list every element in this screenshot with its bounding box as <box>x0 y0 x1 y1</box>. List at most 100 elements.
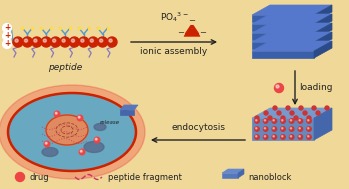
Circle shape <box>94 137 100 143</box>
Circle shape <box>107 37 117 47</box>
Circle shape <box>281 135 285 139</box>
Circle shape <box>79 149 85 155</box>
Circle shape <box>272 127 276 131</box>
Polygon shape <box>314 108 332 140</box>
Polygon shape <box>222 169 244 173</box>
Circle shape <box>51 37 61 47</box>
Circle shape <box>272 135 276 139</box>
Circle shape <box>24 39 28 42</box>
Polygon shape <box>314 14 332 31</box>
Circle shape <box>282 120 283 121</box>
Text: PO$_4$$^{3-}$: PO$_4$$^{3-}$ <box>159 10 188 24</box>
Polygon shape <box>252 42 314 49</box>
Circle shape <box>273 120 274 121</box>
Circle shape <box>41 37 51 47</box>
Circle shape <box>255 116 259 120</box>
Circle shape <box>325 106 329 110</box>
Ellipse shape <box>94 123 106 130</box>
Circle shape <box>15 173 24 181</box>
Polygon shape <box>252 33 314 40</box>
Circle shape <box>263 119 268 123</box>
Circle shape <box>45 142 47 144</box>
Circle shape <box>98 37 107 47</box>
Circle shape <box>69 37 80 47</box>
Circle shape <box>286 106 290 110</box>
Circle shape <box>289 119 294 123</box>
Circle shape <box>294 116 298 120</box>
Circle shape <box>307 128 309 129</box>
Circle shape <box>95 138 97 140</box>
Circle shape <box>264 128 266 129</box>
Circle shape <box>2 23 12 33</box>
Circle shape <box>255 119 259 123</box>
Text: peptide: peptide <box>48 63 82 72</box>
Text: nanoblock: nanoblock <box>248 173 291 181</box>
Circle shape <box>316 111 320 115</box>
Circle shape <box>290 120 292 121</box>
Circle shape <box>54 111 60 117</box>
Polygon shape <box>314 32 332 49</box>
Circle shape <box>298 135 303 139</box>
Circle shape <box>303 111 307 115</box>
Circle shape <box>99 39 103 42</box>
Circle shape <box>282 128 283 129</box>
Circle shape <box>289 127 294 131</box>
Circle shape <box>79 37 89 47</box>
Circle shape <box>43 39 46 42</box>
Ellipse shape <box>42 147 58 156</box>
Circle shape <box>312 106 316 110</box>
Polygon shape <box>314 23 332 40</box>
Polygon shape <box>252 108 332 118</box>
Circle shape <box>255 127 259 131</box>
Circle shape <box>281 127 285 131</box>
Text: loading: loading <box>299 84 333 92</box>
Text: +: + <box>4 40 10 49</box>
Ellipse shape <box>84 142 104 153</box>
Circle shape <box>78 116 80 118</box>
Polygon shape <box>252 24 314 31</box>
Circle shape <box>178 29 185 36</box>
Polygon shape <box>252 118 314 140</box>
Circle shape <box>188 18 195 25</box>
Circle shape <box>298 127 303 131</box>
Circle shape <box>53 39 56 42</box>
Ellipse shape <box>46 115 88 145</box>
Polygon shape <box>252 32 332 42</box>
Polygon shape <box>314 41 332 58</box>
Circle shape <box>255 128 257 129</box>
Circle shape <box>44 141 50 147</box>
Circle shape <box>255 135 259 139</box>
Circle shape <box>307 136 309 137</box>
Circle shape <box>299 136 300 137</box>
Circle shape <box>277 111 281 115</box>
Text: drug: drug <box>29 173 49 181</box>
Circle shape <box>255 120 257 121</box>
Circle shape <box>2 32 12 40</box>
Circle shape <box>81 39 84 42</box>
Text: +: + <box>4 32 10 40</box>
Circle shape <box>77 115 83 121</box>
Text: ionic assembly: ionic assembly <box>140 47 208 56</box>
Circle shape <box>298 119 303 123</box>
Circle shape <box>60 37 70 47</box>
Circle shape <box>90 39 94 42</box>
Circle shape <box>264 136 266 137</box>
Polygon shape <box>252 51 314 58</box>
Polygon shape <box>314 5 332 22</box>
Circle shape <box>263 135 268 139</box>
Circle shape <box>34 39 37 42</box>
Circle shape <box>307 120 309 121</box>
Polygon shape <box>184 24 200 36</box>
Circle shape <box>275 84 283 92</box>
Polygon shape <box>222 173 238 178</box>
Polygon shape <box>252 14 332 24</box>
Circle shape <box>272 119 276 123</box>
Circle shape <box>55 112 57 114</box>
Circle shape <box>299 120 300 121</box>
Circle shape <box>264 111 268 115</box>
Circle shape <box>263 127 268 131</box>
Polygon shape <box>120 105 138 110</box>
Circle shape <box>299 106 303 110</box>
Polygon shape <box>238 169 244 178</box>
Polygon shape <box>252 15 314 22</box>
